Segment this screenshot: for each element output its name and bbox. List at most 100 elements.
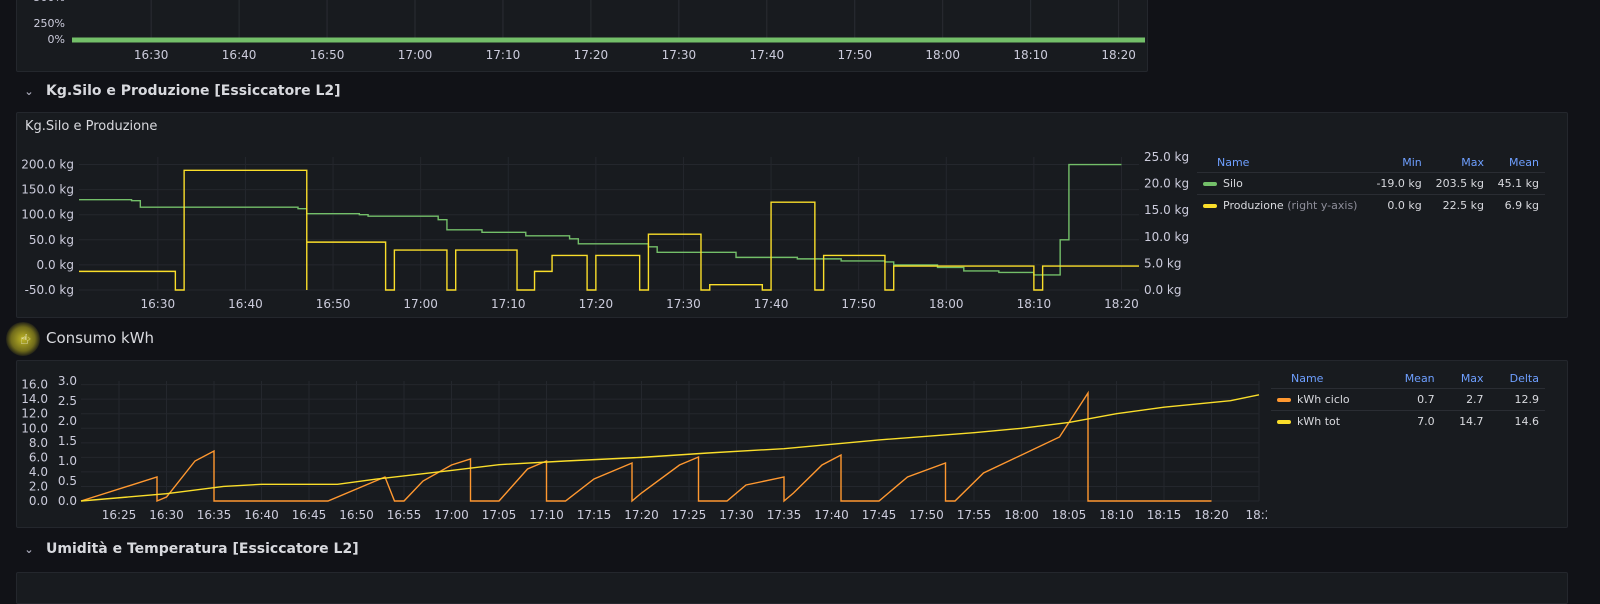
x-tick-label: 17:05 [482, 508, 517, 522]
y-right-tick-label: 10.0 kg [1144, 230, 1189, 244]
y-right-tick-label: 25.0 kg [1144, 150, 1189, 164]
legend-row-silo[interactable]: Silo -19.0 kg 203.5 kg 45.1 kg [1197, 172, 1545, 195]
series-swatch [1203, 204, 1217, 208]
row-header-umidita[interactable]: ⌄ Umidità e Temperatura [Essiccatore L2] [22, 538, 359, 560]
y-left-tick-label: -50.0 kg [25, 283, 74, 297]
y-left-tick-label: 200.0 kg [21, 158, 74, 172]
x-tick-label: 17:10 [486, 48, 521, 62]
kwh-chart: 0.02.04.06.08.010.012.014.016.00.00.51.0… [21, 374, 1267, 522]
x-tick-label: 18:10 [1099, 508, 1134, 522]
top-chart: 16:30 16:40 16:50 17:00 17:10 17:20 17:30 17:40… [34, 0, 1145, 62]
legend-max: 203.5 kg [1427, 172, 1490, 195]
legend-max: 14.7 [1440, 410, 1490, 432]
legend-row-kwh-tot[interactable]: kWh tot 7.0 14.7 14.6 [1271, 410, 1545, 432]
legend-min: -19.0 kg [1368, 172, 1428, 195]
x-tick-label: 16:45 [292, 508, 327, 522]
x-tick-label: 17:30 [662, 48, 697, 62]
x-tick-label: 17:30 [719, 508, 754, 522]
x-tick-label: 18:2 [1246, 508, 1267, 522]
legend-name: kWh ciclo [1297, 393, 1350, 406]
x-tick-label: 18:20 [1101, 48, 1136, 62]
legend-max: 22.5 kg [1427, 194, 1490, 216]
x-tick-label: 17:40 [754, 297, 789, 311]
x-tick-label: 16:50 [316, 297, 351, 311]
y-right-tick-label: 5.0 kg [1144, 256, 1181, 270]
legend-min: 0.0 kg [1368, 194, 1428, 216]
legend-header-max[interactable]: Max [1461, 156, 1484, 169]
y-right-tick-label: 0.0 [58, 494, 77, 508]
y-right-tick-label: 1.0 [58, 454, 77, 468]
x-tick-label: 16:30 [149, 508, 184, 522]
top-panel: 16:30 16:40 16:50 17:00 17:10 17:20 17:30 17:40… [16, 0, 1148, 72]
legend-header-delta[interactable]: Delta [1509, 372, 1539, 385]
x-tick-label: 16:55 [387, 508, 422, 522]
legend-header-name[interactable]: Name [1217, 156, 1250, 169]
x-tick-label: 16:30 [141, 297, 176, 311]
legend-mean: 0.7 [1384, 388, 1441, 411]
silo-panel: Kg.Silo e Produzione -50.0 kg 0.0 kg 50.0 … [16, 112, 1568, 318]
y-tick-label: 500% [34, 0, 65, 4]
kwh-legend: Name Mean Max Delta kWh ciclo 0.7 2.7 12… [1271, 369, 1545, 432]
legend-mean: 45.1 kg [1489, 172, 1545, 195]
y-right-tick-label: 2.5 [58, 394, 77, 408]
legend-delta: 12.9 [1489, 388, 1545, 411]
y-left-tick-label: 2.0 [29, 479, 48, 493]
legend-header-max[interactable]: Max [1460, 372, 1484, 385]
y-right-tick-label: 20.0 kg [1144, 177, 1189, 191]
x-tick-label: 17:25 [672, 508, 707, 522]
series-swatch [1277, 420, 1291, 424]
x-tick-label: 18:00 [925, 48, 960, 62]
x-tick-label: 18:20 [1194, 508, 1229, 522]
y-left-tick-label: 150.0 kg [21, 183, 74, 197]
y-left-tick-label: 8.0 [29, 436, 48, 450]
kwh-panel: 0.0 2.0 4.0 6.0 8.0 10.0 12.0 14.0 16.0 0.0 0.5 1.0… [16, 360, 1568, 528]
legend-header-name[interactable]: Name [1291, 372, 1324, 385]
series-line [80, 394, 1260, 502]
x-tick-label: 17:40 [814, 508, 849, 522]
legend-mean: 6.9 kg [1489, 194, 1545, 216]
legend-row-produzione[interactable]: Produzione (right y-axis) 0.0 kg 22.5 kg… [1197, 194, 1545, 216]
x-tick-label: 18:00 [929, 297, 964, 311]
x-tick-label: 17:00 [434, 508, 469, 522]
legend-max: 2.7 [1440, 388, 1490, 411]
x-tick-label: 16:40 [244, 508, 279, 522]
x-tick-label: 16:40 [228, 297, 263, 311]
y-left-tick-label: 6.0 [29, 450, 48, 464]
legend-delta: 14.6 [1489, 410, 1545, 432]
x-tick-label: 16:25 [102, 508, 137, 522]
x-tick-label: 17:15 [577, 508, 612, 522]
x-tick-label: 17:10 [491, 297, 526, 311]
x-tick-label: 17:35 [767, 508, 802, 522]
x-tick-label: 16:40 [222, 48, 257, 62]
x-tick-label: 17:55 [957, 508, 992, 522]
chevron-down-icon[interactable]: ⌄ [24, 84, 34, 98]
y-tick-label: 0% [48, 33, 65, 46]
y-left-tick-label: 14.0 [21, 392, 48, 406]
series-line [79, 169, 1139, 291]
hand-cursor-icon: ☝ [20, 332, 29, 348]
y-tick-label: 250% [34, 17, 65, 30]
x-tick-label: 16:30 [134, 48, 169, 62]
x-tick-label: 16:35 [197, 508, 232, 522]
x-tick-label: 17:00 [398, 48, 433, 62]
row-header-silo[interactable]: ⌄ Kg.Silo e Produzione [Essiccatore L2] [22, 80, 341, 102]
row-title: Umidità e Temperatura [Essiccatore L2] [46, 541, 359, 557]
x-tick-label: 16:50 [339, 508, 374, 522]
x-tick-label: 17:50 [837, 48, 872, 62]
chevron-down-icon[interactable]: ⌄ [24, 542, 34, 556]
legend-header-min[interactable]: Min [1402, 156, 1422, 169]
y-left-tick-label: 0.0 [29, 494, 48, 508]
legend-name: kWh tot [1297, 415, 1341, 428]
x-tick-label: 18:05 [1052, 508, 1087, 522]
y-right-tick-label: 15.0 kg [1144, 203, 1189, 217]
row-title: Kg.Silo e Produzione [Essiccatore L2] [46, 83, 341, 99]
y-left-tick-label: 10.0 [21, 421, 48, 435]
row-header-consumo[interactable]: › Consumo kWh [22, 327, 154, 349]
legend-header-mean[interactable]: Mean [1404, 372, 1435, 385]
y-left-tick-label: 4.0 [29, 465, 48, 479]
legend-row-kwh-ciclo[interactable]: kWh ciclo 0.7 2.7 12.9 [1271, 388, 1545, 411]
legend-suffix: (right y-axis) [1287, 199, 1358, 212]
legend-header-mean[interactable]: Mean [1509, 156, 1539, 169]
row-title: Consumo kWh [46, 329, 155, 347]
x-tick-label: 16:50 [310, 48, 345, 62]
